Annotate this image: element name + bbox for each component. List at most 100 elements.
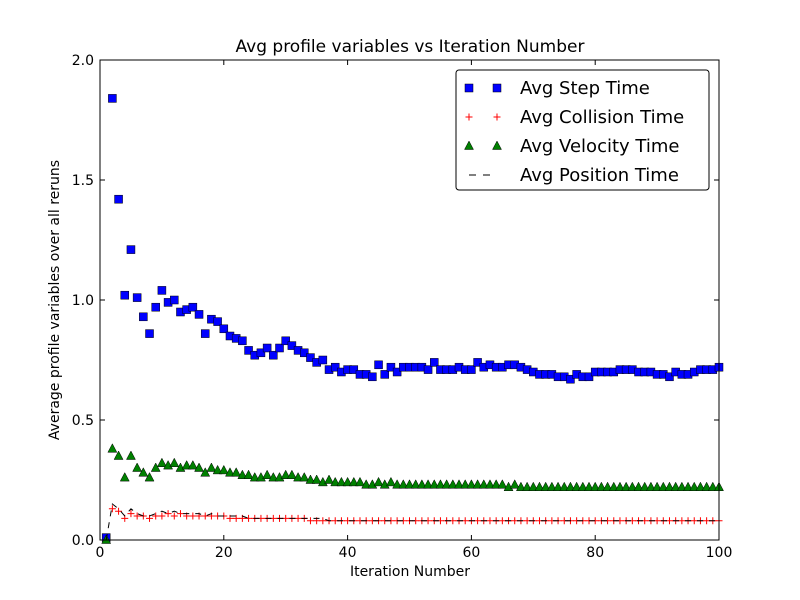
data-point: [194, 310, 204, 319]
data-point: [306, 353, 315, 362]
data-point: [633, 481, 644, 491]
data-point: [553, 481, 563, 491]
data-point: [231, 467, 242, 477]
data-point: [429, 479, 440, 489]
data-point: [430, 358, 439, 367]
data-point: [485, 479, 495, 489]
legend-label: Avg Position Time: [520, 165, 679, 186]
data-point: [398, 479, 409, 489]
data-point: [454, 479, 464, 489]
data-point: [392, 479, 403, 489]
data-point: [194, 462, 204, 472]
data-point: [200, 467, 211, 477]
data-point: [473, 358, 482, 367]
data-point: [348, 476, 359, 487]
data-point: [158, 512, 166, 520]
data-point: [665, 372, 674, 382]
data-point: [294, 514, 302, 522]
data-point: [127, 510, 135, 518]
data-point: [219, 324, 229, 334]
data-point: [472, 479, 483, 489]
data-point: [447, 479, 458, 489]
chart-title: Avg profile variables vs Iteration Numbe…: [236, 37, 585, 57]
data-point: [280, 469, 291, 479]
data-point: [596, 481, 607, 491]
data-point: [658, 481, 669, 491]
data-point: [212, 464, 223, 475]
data-point: [528, 481, 539, 491]
data-point: [410, 479, 421, 489]
data-point: [170, 295, 179, 305]
data-point: [318, 355, 328, 365]
data-point: [249, 472, 260, 482]
data-point: [262, 343, 272, 353]
data-point: [163, 460, 174, 470]
data-point: [144, 472, 155, 482]
data-point: [478, 479, 489, 489]
data-point: [423, 365, 433, 374]
data-point: [213, 317, 222, 326]
data-point: [237, 469, 248, 479]
data-point: [683, 481, 693, 491]
data-point: [145, 329, 154, 338]
data-point: [621, 481, 632, 491]
series-avg-velocity-time: [101, 443, 724, 544]
x-tick-label: 20: [215, 545, 233, 561]
data-point: [522, 481, 533, 491]
data-point: [187, 460, 198, 470]
data-point: [690, 517, 698, 525]
data-point: [200, 329, 210, 338]
y-tick-label: 2.0: [72, 53, 94, 69]
data-point: [639, 481, 650, 491]
data-point: [201, 512, 209, 520]
data-point: [670, 481, 681, 491]
data-point: [151, 302, 160, 312]
data-point: [169, 457, 180, 467]
data-point: [534, 481, 545, 491]
data-point: [441, 479, 452, 489]
data-point: [238, 336, 247, 346]
data-point: [652, 481, 663, 491]
data-point: [256, 348, 266, 358]
data-point: [503, 481, 514, 491]
data-point: [293, 472, 303, 482]
data-point: [206, 462, 217, 472]
data-point: [319, 517, 327, 525]
data-point: [509, 479, 520, 489]
data-point: [181, 460, 192, 470]
data-point: [113, 450, 124, 460]
data-point: [269, 350, 278, 360]
data-point: [138, 467, 149, 477]
data-point: [676, 481, 687, 491]
legend-swatch: [464, 140, 474, 150]
series-avg-position-time: [105, 503, 719, 541]
data-point: [330, 476, 341, 487]
data-point: [317, 476, 328, 487]
data-point: [232, 514, 240, 522]
data-point: [565, 481, 576, 491]
data-point: [386, 362, 396, 372]
data-point: [336, 476, 347, 487]
data-point: [404, 479, 415, 489]
data-point: [157, 286, 167, 295]
data-point: [245, 514, 253, 522]
data-point: [133, 512, 141, 520]
legend-label: Avg Collision Time: [520, 107, 684, 128]
y-axis-label: Average profile variables over all rerun…: [47, 160, 63, 440]
data-point: [379, 479, 390, 489]
data-point: [342, 476, 353, 487]
data-point: [152, 512, 160, 520]
data-point: [286, 469, 297, 479]
data-point: [262, 469, 273, 479]
legend-swatch: [464, 83, 474, 93]
data-point: [299, 472, 310, 482]
data-point: [132, 293, 142, 302]
data-point: [176, 510, 184, 518]
data-point: [615, 481, 625, 491]
data-point: [689, 481, 700, 491]
data-point: [189, 512, 197, 520]
data-point: [701, 481, 712, 491]
data-point: [324, 474, 334, 484]
data-point: [374, 360, 383, 370]
